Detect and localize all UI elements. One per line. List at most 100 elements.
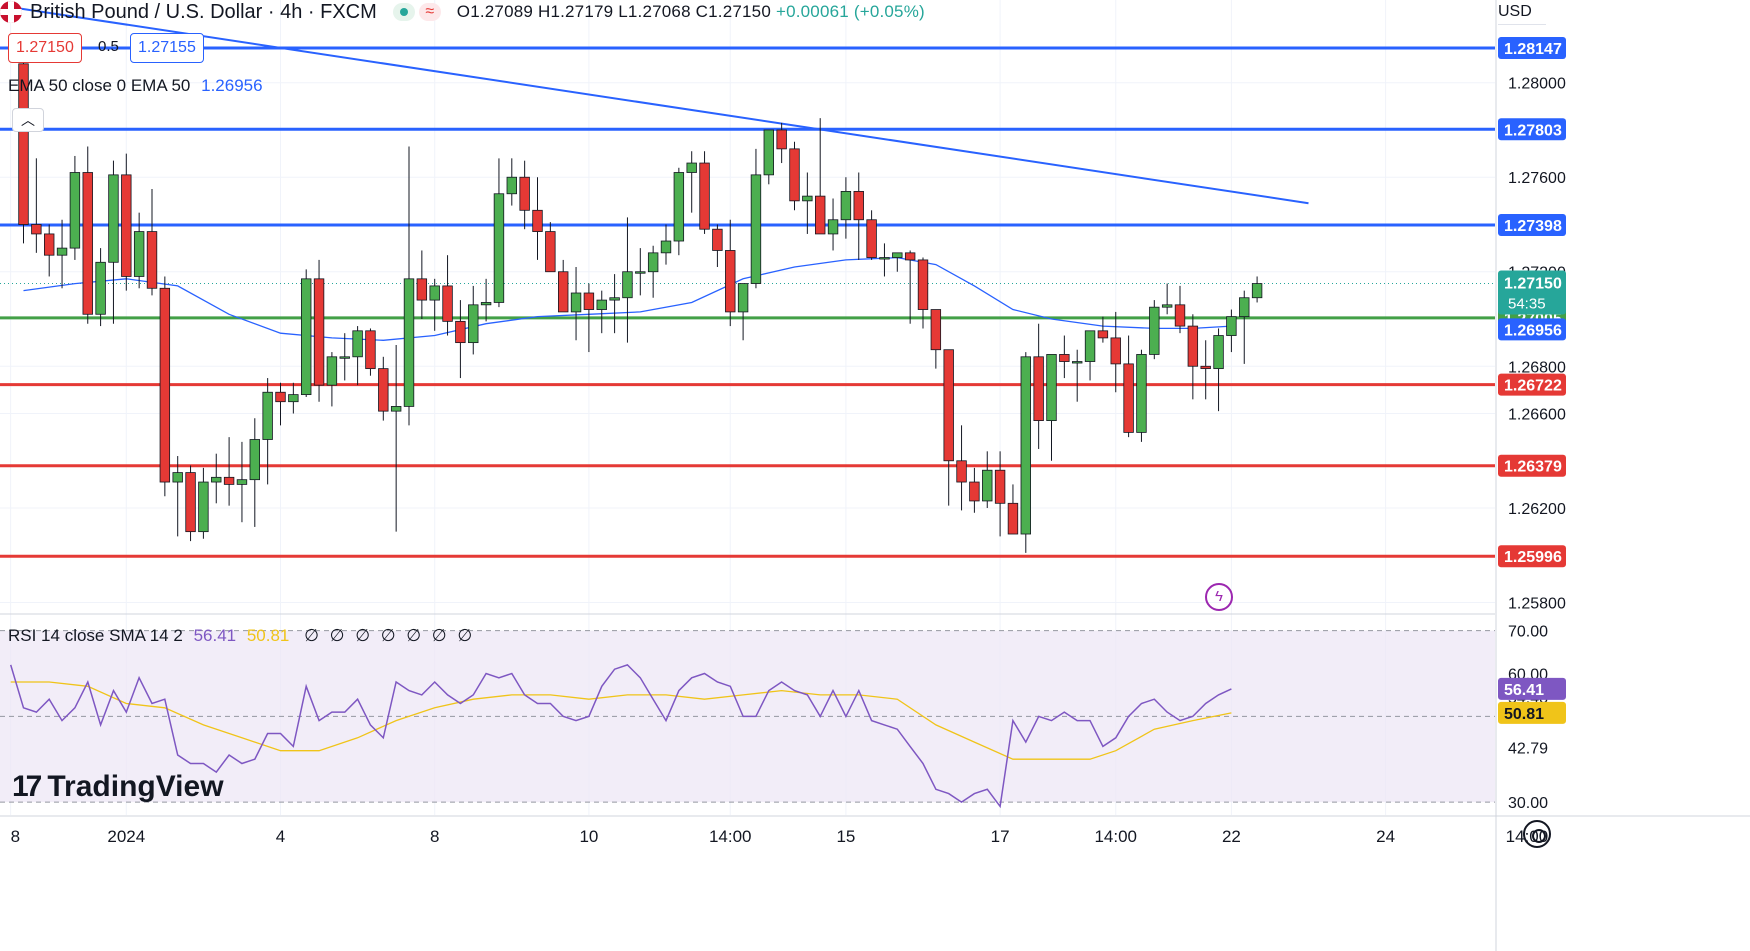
- candle-up-body: [198, 481, 209, 533]
- tradingview-logo-icon: 17: [12, 770, 42, 803]
- candle: [815, 118, 826, 235]
- horizontal-levels[interactable]: [0, 46, 1495, 558]
- candle: [133, 212, 145, 289]
- settings-gear-icon[interactable]: [1523, 820, 1551, 848]
- event-bolt-icon[interactable]: ϟ: [1205, 583, 1233, 611]
- candle: [583, 283, 595, 353]
- level-price-tag-text: 1.28147: [1504, 41, 1562, 58]
- time-axis[interactable]: 8 2024 4 8 10 14:00 15 17 14:00 22 24 14:00: [0, 815, 1750, 846]
- market-status[interactable]: ≈: [392, 3, 441, 21]
- candle: [776, 122, 787, 164]
- level-price-tag: 1.27398: [1498, 213, 1566, 236]
- candle: [1161, 283, 1173, 315]
- level-price-tag-bg: [1498, 454, 1566, 477]
- candle: [275, 382, 286, 426]
- candle-up-body: [892, 252, 903, 258]
- candle-down-body: [82, 172, 93, 315]
- candle: [686, 151, 697, 213]
- candle-down-body: [969, 481, 980, 502]
- candle: [570, 267, 582, 341]
- candle-up-body: [686, 162, 697, 173]
- rsi-sma-line: [10, 681, 1232, 760]
- candle: [223, 437, 235, 506]
- candle: [1046, 354, 1057, 461]
- price-tick-label: 1.26600: [1508, 407, 1566, 424]
- candle-down-body: [532, 209, 543, 232]
- candle: [892, 252, 903, 272]
- rsi-value-tag-bg: [1498, 677, 1566, 700]
- level-price-tag-text: 1.26722: [1504, 378, 1562, 395]
- candle-down-body: [943, 349, 954, 462]
- last-price-tag-bg: [1498, 270, 1566, 315]
- candle-up-body: [596, 299, 607, 310]
- collapse-legend-button[interactable]: ︿: [12, 108, 44, 132]
- level-price-tag: 1.25996: [1498, 545, 1566, 568]
- candle: [789, 141, 800, 211]
- ema-legend[interactable]: EMA 50 close 0 EMA 50 1.26956: [8, 76, 263, 96]
- candle-down-body: [146, 231, 158, 289]
- candle: [1033, 323, 1044, 449]
- candle: [198, 467, 209, 539]
- candle: [1110, 311, 1121, 393]
- currency-selector[interactable]: USD: [1498, 0, 1546, 25]
- level-price-tag: 1.26722: [1498, 373, 1566, 396]
- rsi-sma-tag: 50.81: [1498, 701, 1566, 724]
- candle-down-body: [1200, 365, 1211, 370]
- candle: [416, 250, 428, 319]
- candle-down-body: [1033, 356, 1044, 422]
- candle: [146, 189, 158, 296]
- candle-up-body: [1020, 356, 1032, 535]
- candle: [635, 248, 646, 296]
- candle-down-body: [699, 162, 710, 230]
- time-tick-label: 14:00: [709, 827, 752, 846]
- market-open-icon: [392, 3, 415, 21]
- candle-up-body: [647, 252, 659, 273]
- candle: [313, 259, 325, 402]
- candle: [468, 285, 479, 355]
- candle-up-body: [352, 330, 363, 358]
- candle: [378, 356, 389, 421]
- candle-down-body: [365, 330, 376, 370]
- candle: [712, 224, 723, 268]
- level-price-tag-bg: [1498, 213, 1566, 236]
- candle-down-body: [1123, 363, 1134, 433]
- candle-up-body: [1084, 330, 1096, 362]
- candle-down-body: [853, 190, 864, 221]
- price-axis[interactable]: 1.280001.276001.272001.268001.266001.262…: [1495, 0, 1750, 951]
- candle-down-body: [583, 292, 595, 310]
- level-price-tag-text: 1.27803: [1504, 122, 1562, 139]
- candle: [1072, 349, 1083, 402]
- time-tick-label: 10: [579, 827, 598, 846]
- level-price-tag-bg: [1498, 373, 1566, 396]
- price-tick-label: 1.27600: [1508, 170, 1566, 187]
- candle: [956, 425, 967, 511]
- candle-up-body: [840, 190, 852, 221]
- buy-button[interactable]: 1.27155: [130, 33, 204, 63]
- candle: [1097, 316, 1109, 343]
- rsi-sma-tag-bg: [1498, 701, 1566, 724]
- candle-up-body: [1136, 354, 1147, 433]
- price-tick-label: 1.26200: [1508, 501, 1566, 518]
- countdown-text: 54:35: [1508, 296, 1546, 313]
- rsi-sma-value: 50.81: [246, 626, 290, 645]
- candle: [365, 328, 376, 376]
- symbol-title[interactable]: British Pound / U.S. Dollar · 4h · FXCM: [30, 0, 377, 23]
- candle-down-body: [789, 148, 800, 202]
- trendline-group[interactable]: [10, 6, 1309, 205]
- candle: [943, 349, 954, 506]
- sell-button[interactable]: 1.27150: [8, 33, 82, 63]
- candle: [236, 441, 248, 523]
- candle: [930, 309, 942, 369]
- candle: [390, 344, 402, 532]
- candle: [288, 382, 299, 414]
- rsi-legend[interactable]: RSI 14 close SMA 14 2 56.41 50.81 ∅ ∅ ∅ …: [8, 626, 475, 646]
- spread-value: 0.5: [98, 38, 119, 55]
- candle-up-body: [108, 174, 119, 263]
- time-tick-label: 14:00: [1094, 827, 1137, 846]
- candle-up-body: [249, 439, 261, 481]
- candle-down-body: [1097, 330, 1109, 339]
- candle: [1200, 340, 1211, 400]
- candle-up-body: [827, 219, 839, 235]
- candle: [802, 172, 813, 234]
